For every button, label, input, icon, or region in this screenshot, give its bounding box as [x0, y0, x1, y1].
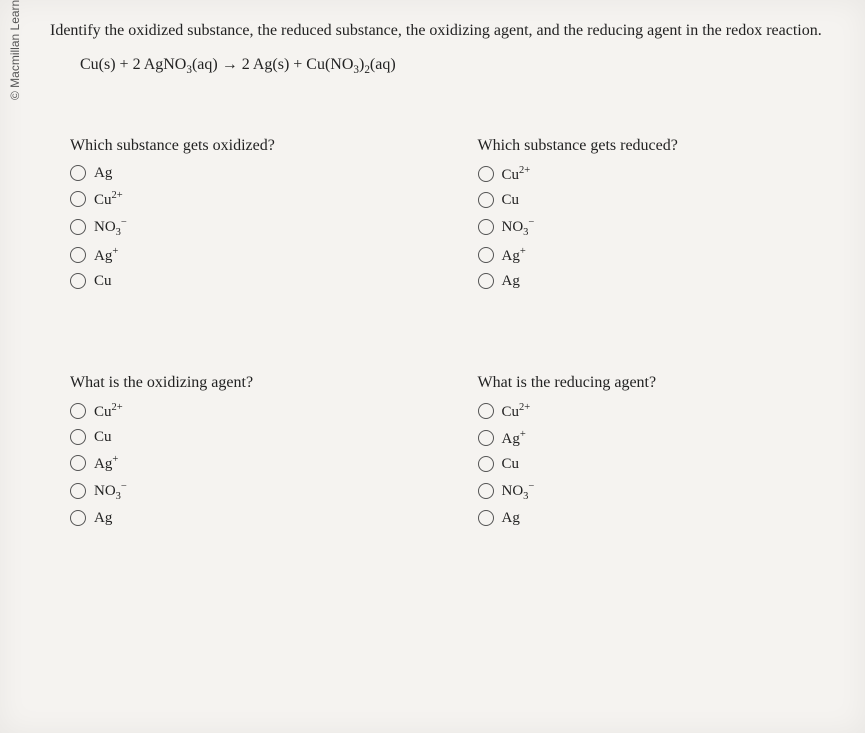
question-text: What is the oxidizing agent?: [70, 374, 438, 392]
option-row[interactable]: Ag: [478, 510, 846, 527]
question-text: Which substance gets oxidized?: [70, 137, 438, 155]
option-label: NO3−: [502, 217, 535, 238]
option-row[interactable]: NO3−: [70, 217, 438, 238]
option-label: Ag+: [94, 246, 118, 265]
option-row[interactable]: Cu: [478, 456, 846, 473]
radio-icon[interactable]: [70, 191, 86, 207]
radio-icon[interactable]: [478, 456, 494, 472]
option-row[interactable]: Ag: [478, 273, 846, 290]
option-label: Ag: [94, 165, 112, 182]
option-row[interactable]: Ag+: [478, 246, 846, 265]
option-row[interactable]: Cu: [70, 273, 438, 290]
page: © Macmillan Learning Identify the oxidiz…: [0, 0, 865, 733]
radio-icon[interactable]: [478, 166, 494, 182]
radio-icon[interactable]: [478, 219, 494, 235]
option-label: Cu: [94, 429, 112, 446]
option-label: Ag+: [502, 246, 526, 265]
option-label: Cu: [502, 456, 520, 473]
option-label: NO3−: [94, 481, 127, 502]
radio-icon[interactable]: [70, 219, 86, 235]
radio-icon[interactable]: [478, 247, 494, 263]
option-row[interactable]: Ag: [70, 165, 438, 182]
option-label: Ag: [502, 510, 520, 527]
radio-icon[interactable]: [478, 510, 494, 526]
option-label: Cu: [502, 192, 520, 209]
radio-icon[interactable]: [70, 455, 86, 471]
option-label: Ag: [94, 510, 112, 527]
question-text: Which substance gets reduced?: [478, 137, 846, 155]
option-row[interactable]: NO3−: [478, 217, 846, 238]
option-label: NO3−: [94, 217, 127, 238]
option-label: Cu2+: [94, 402, 123, 421]
question-prompt: Identify the oxidized substance, the red…: [50, 20, 845, 42]
radio-icon[interactable]: [70, 403, 86, 419]
option-row[interactable]: Ag: [70, 510, 438, 527]
question-reduced: Which substance gets reduced? Cu2+ Cu NO…: [478, 137, 846, 294]
option-row[interactable]: Ag+: [70, 246, 438, 265]
option-label: Ag+: [502, 429, 526, 448]
radio-icon[interactable]: [478, 192, 494, 208]
option-label: Cu2+: [502, 402, 531, 421]
option-row[interactable]: Cu: [70, 429, 438, 446]
radio-icon[interactable]: [70, 483, 86, 499]
option-label: Cu: [94, 273, 112, 290]
radio-icon[interactable]: [70, 429, 86, 445]
option-row[interactable]: Cu2+: [70, 190, 438, 209]
option-row[interactable]: Cu: [478, 192, 846, 209]
question-text: What is the reducing agent?: [478, 374, 846, 392]
option-row[interactable]: Ag+: [70, 454, 438, 473]
reaction-equation: Cu(s) + 2 AgNO3(aq) → 2 Ag(s) + Cu(NO3)2…: [80, 56, 845, 76]
option-row[interactable]: Cu2+: [478, 402, 846, 421]
radio-icon[interactable]: [70, 510, 86, 526]
option-label: Ag: [502, 273, 520, 290]
option-row[interactable]: NO3−: [70, 481, 438, 502]
option-label: Ag+: [94, 454, 118, 473]
option-label: NO3−: [502, 481, 535, 502]
option-label: Cu2+: [94, 190, 123, 209]
option-row[interactable]: NO3−: [478, 481, 846, 502]
option-row[interactable]: Cu2+: [70, 402, 438, 421]
radio-icon[interactable]: [70, 247, 86, 263]
radio-icon[interactable]: [478, 483, 494, 499]
copyright-label: © Macmillan Learning: [8, 0, 22, 100]
question-oxidizing-agent: What is the oxidizing agent? Cu2+ Cu Ag+…: [70, 374, 438, 531]
option-row[interactable]: Cu2+: [478, 165, 846, 184]
question-reducing-agent: What is the reducing agent? Cu2+ Ag+ Cu …: [478, 374, 846, 531]
option-label: Cu2+: [502, 165, 531, 184]
question-oxidized: Which substance gets oxidized? Ag Cu2+ N…: [70, 137, 438, 294]
radio-icon[interactable]: [478, 403, 494, 419]
option-row[interactable]: Ag+: [478, 429, 846, 448]
radio-icon[interactable]: [70, 165, 86, 181]
radio-icon[interactable]: [478, 273, 494, 289]
radio-icon[interactable]: [478, 430, 494, 446]
questions-grid: Which substance gets oxidized? Ag Cu2+ N…: [70, 137, 845, 531]
radio-icon[interactable]: [70, 273, 86, 289]
